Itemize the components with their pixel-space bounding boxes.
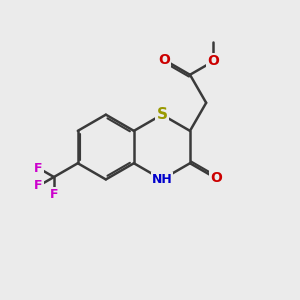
Text: F: F [34,179,43,192]
Text: F: F [34,162,43,175]
Text: O: O [158,53,170,67]
Text: S: S [156,107,167,122]
Text: O: O [207,55,219,68]
Text: NH: NH [152,173,172,186]
Text: O: O [210,171,222,185]
Text: F: F [50,188,58,201]
